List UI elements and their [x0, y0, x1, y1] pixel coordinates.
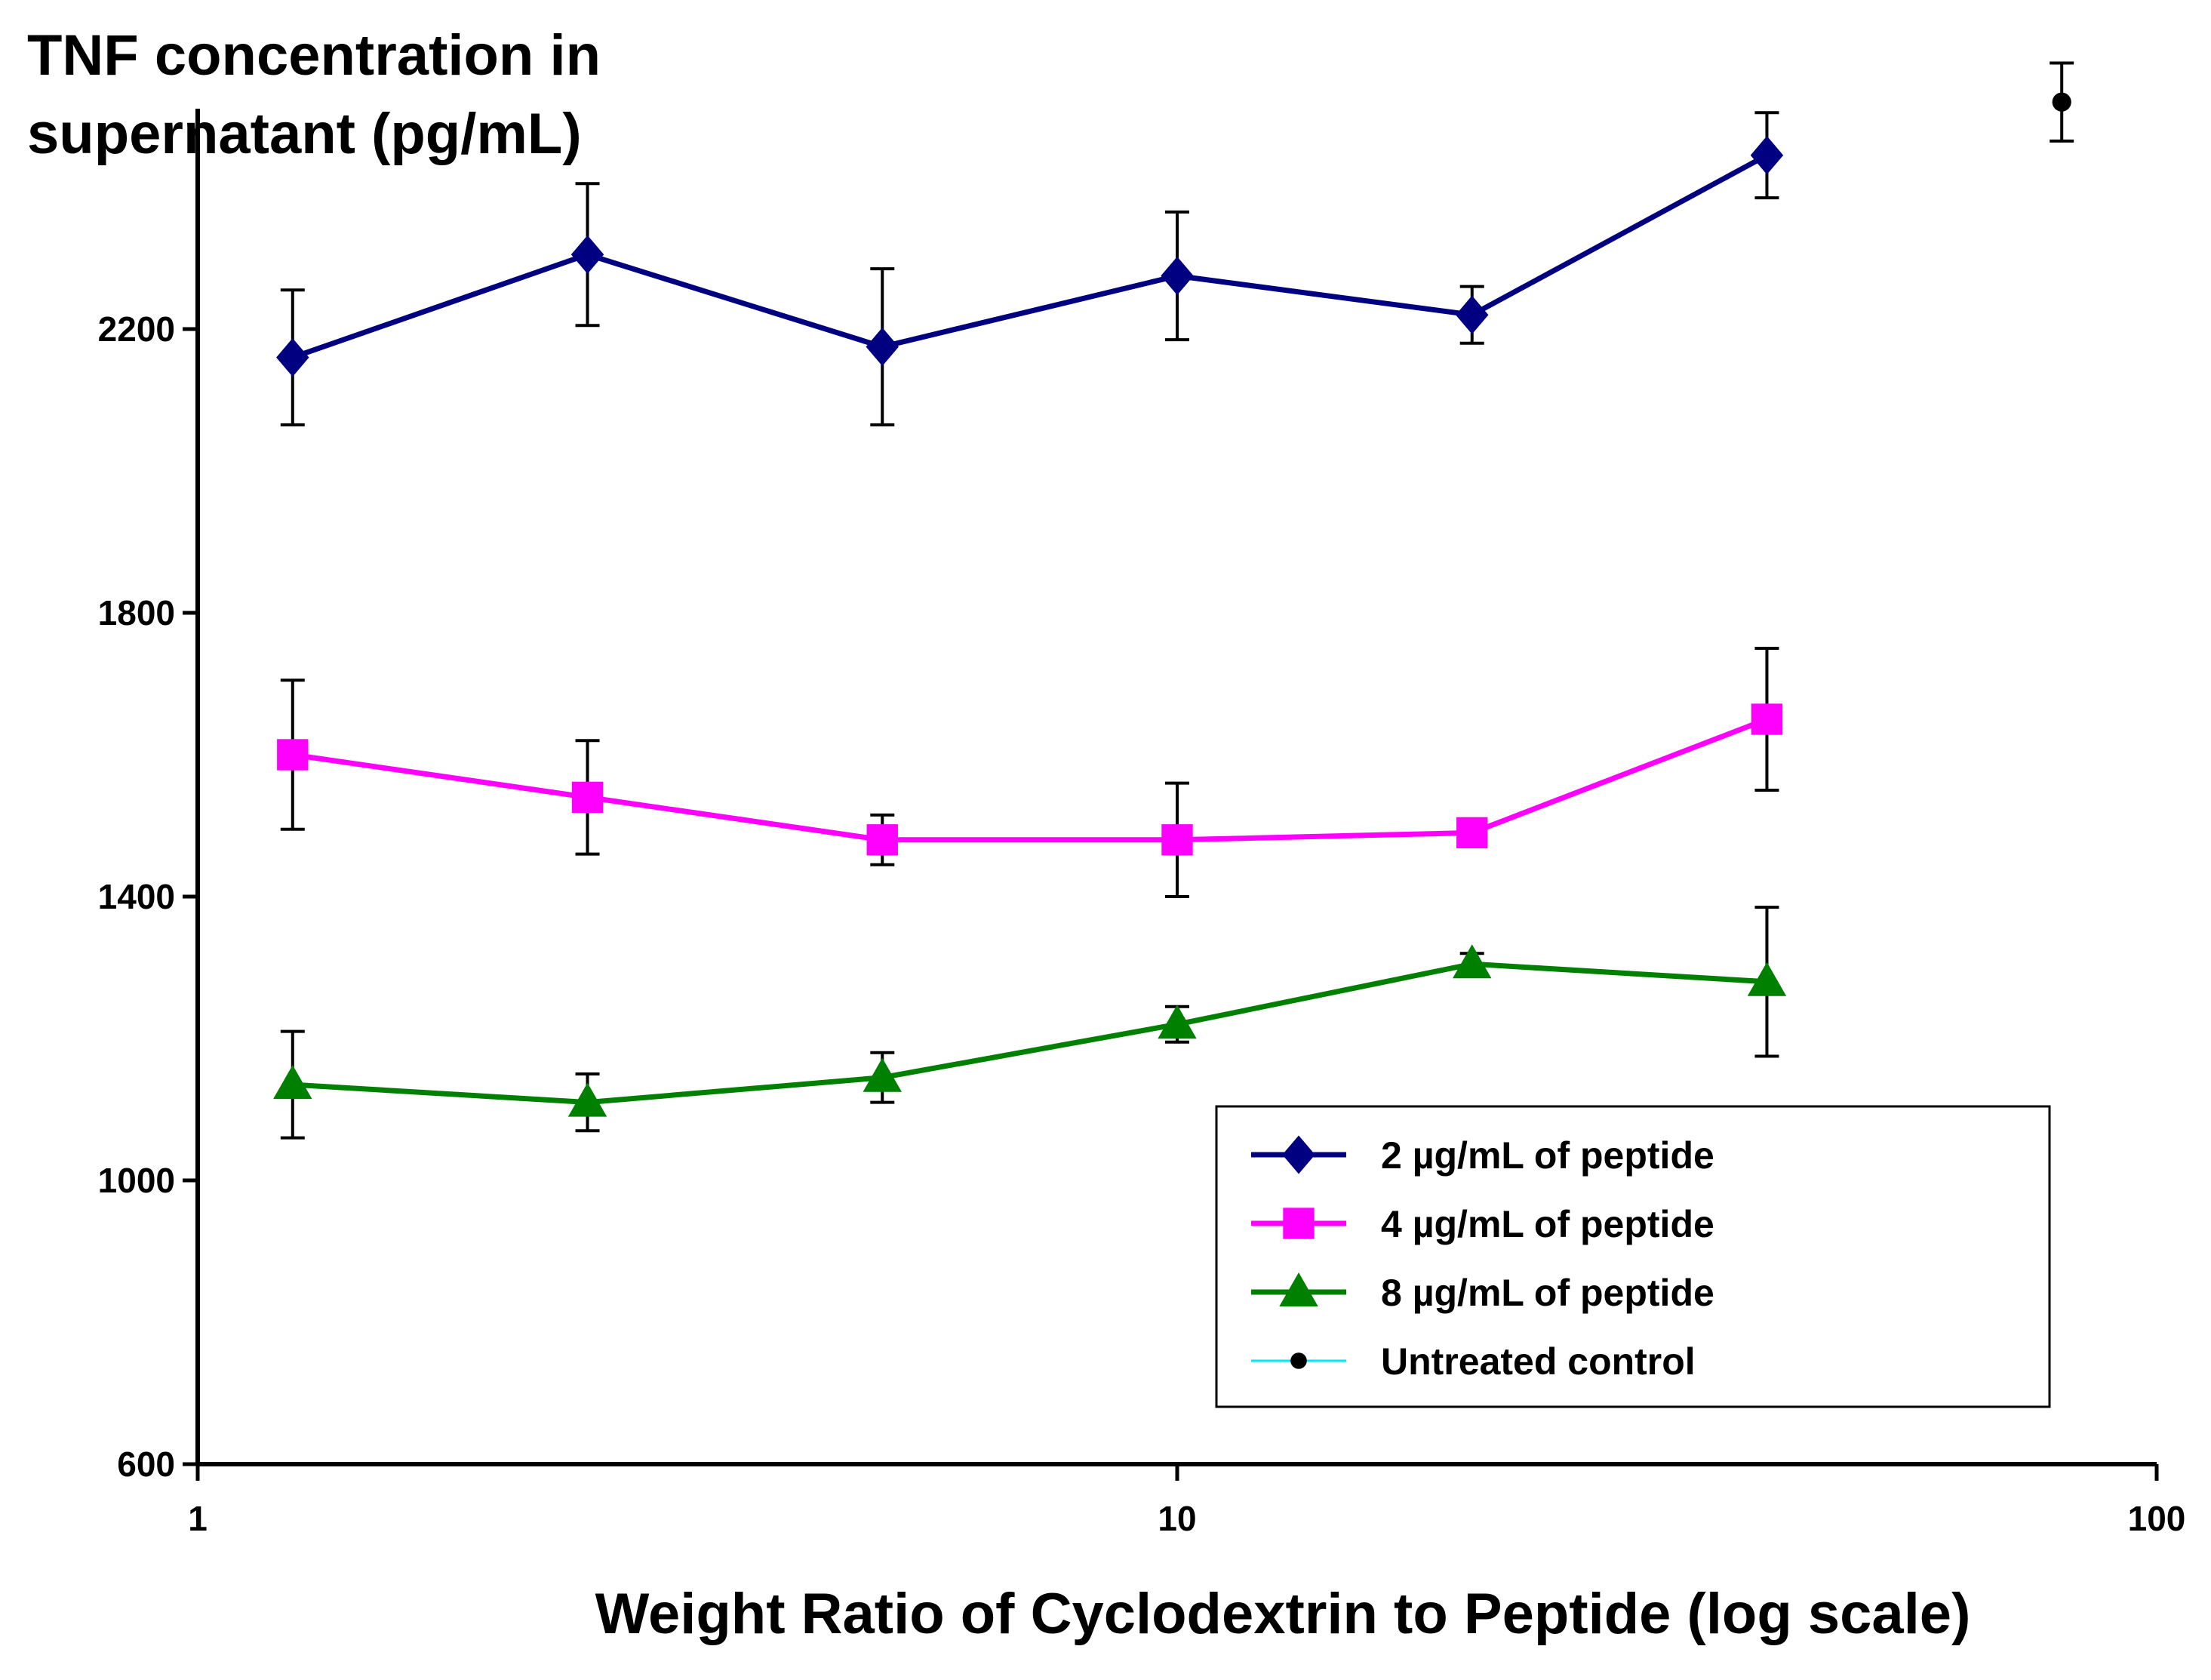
x-tick-label: 100	[2128, 1499, 2186, 1538]
data-point	[277, 739, 309, 771]
data-point	[276, 338, 309, 377]
data-point	[1161, 256, 1194, 296]
y-axis-title: TNF concentration in supernatant (pg/mL)	[27, 17, 601, 174]
data-point	[1456, 817, 1488, 849]
legend-marker	[1282, 1135, 1315, 1174]
y-tick-label: 1800	[98, 593, 175, 632]
data-point	[2052, 92, 2071, 112]
data-point	[567, 1082, 607, 1117]
x-axis-title: Weight Ratio of Cyclodextrin to Peptide …	[595, 1582, 1971, 1646]
legend-label: 8 µg/mL of peptide	[1381, 1272, 1714, 1314]
y-tick-label: 1000	[98, 1161, 175, 1200]
data-point	[1751, 703, 1783, 735]
y-tick-label: 1400	[98, 877, 175, 916]
data-point	[273, 1065, 312, 1100]
y-tick-label: 600	[117, 1445, 175, 1484]
series-line	[292, 716, 1768, 843]
series-line	[291, 152, 1769, 360]
data-point	[571, 781, 604, 814]
y-axis-title-line-2: supernatant (pg/mL)	[27, 102, 582, 166]
data-point	[1750, 136, 1784, 175]
data-point	[1747, 962, 1787, 996]
data-point	[863, 1057, 902, 1092]
legend-marker	[1290, 1352, 1307, 1369]
legend-marker	[1279, 1272, 1318, 1306]
data-point	[570, 235, 604, 274]
legend-box	[1215, 1105, 2051, 1408]
y-axis-title-line-1: TNF concentration in	[27, 23, 601, 88]
x-tick-label: 10	[1158, 1499, 1196, 1538]
data-point	[866, 327, 899, 367]
legend-marker	[1283, 1208, 1315, 1239]
data-point	[1456, 295, 1489, 334]
x-tick-label: 1	[188, 1499, 208, 1538]
data-point	[1158, 1005, 1197, 1039]
legend-label: 4 µg/mL of peptide	[1381, 1203, 1714, 1245]
data-point	[866, 824, 898, 856]
legend-label: Untreated control	[1381, 1340, 1696, 1383]
legend-label: 2 µg/mL of peptide	[1381, 1134, 1714, 1177]
series-line	[292, 961, 1767, 1106]
y-tick-label: 2200	[98, 309, 175, 349]
data-point	[1453, 944, 1492, 979]
data-point	[1161, 824, 1193, 856]
